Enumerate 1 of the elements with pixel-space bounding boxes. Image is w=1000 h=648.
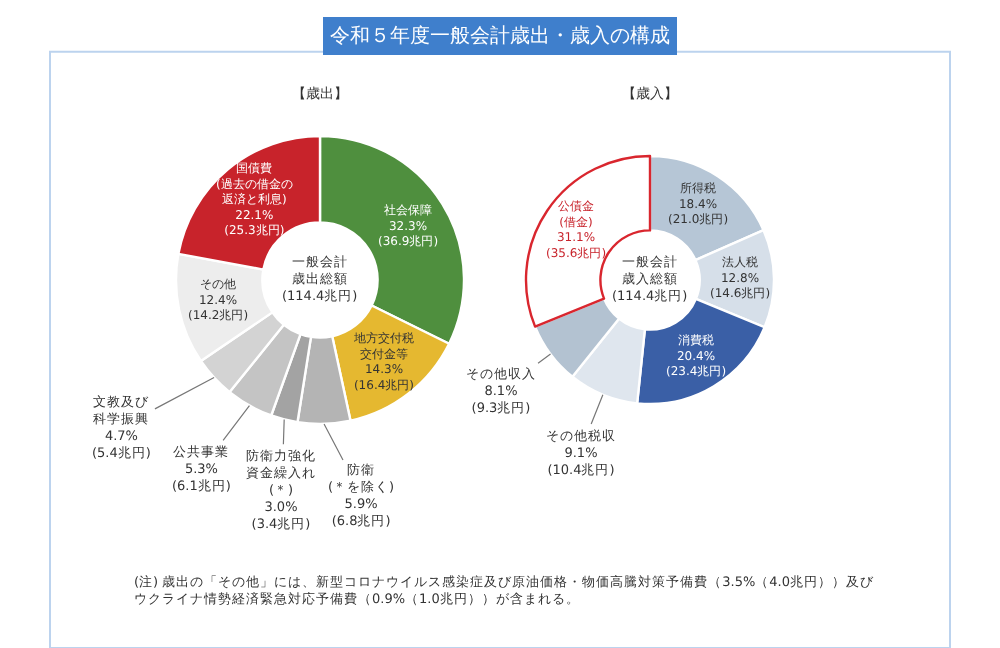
chart-title: 令和５年度一般会計歳出・歳入の構成	[330, 24, 670, 48]
